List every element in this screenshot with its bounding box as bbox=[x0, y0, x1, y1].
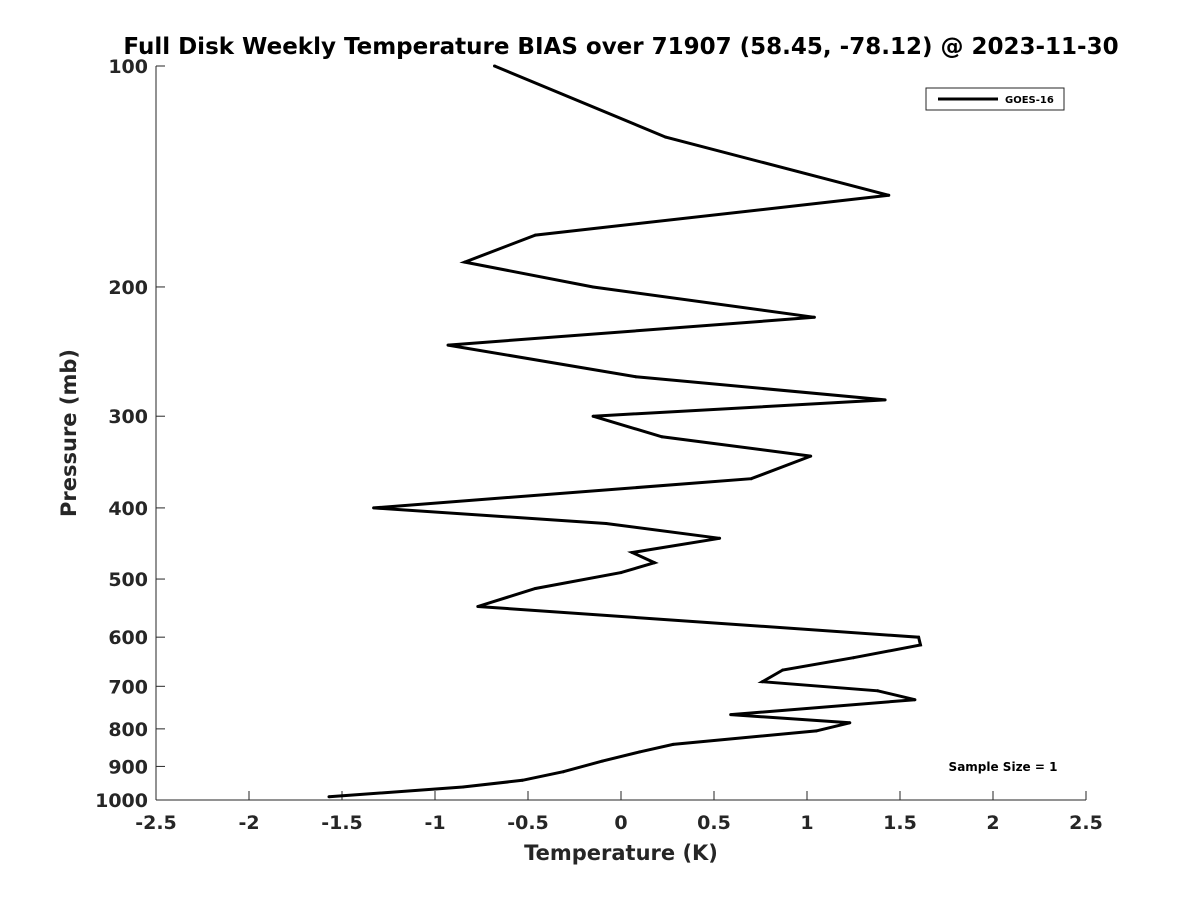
data-point bbox=[729, 713, 733, 717]
data-point bbox=[372, 506, 376, 510]
data-point bbox=[671, 742, 675, 746]
data-point bbox=[809, 454, 813, 458]
data-point bbox=[461, 785, 465, 789]
data-point bbox=[604, 522, 608, 525]
y-tick-label: 100 bbox=[108, 56, 148, 78]
data-point bbox=[781, 668, 785, 672]
data-point bbox=[619, 571, 623, 575]
data-point bbox=[812, 315, 816, 319]
x-tick-label: 0.5 bbox=[697, 812, 731, 834]
legend: GOES-16 bbox=[925, 87, 1065, 111]
y-tick-label: 1000 bbox=[95, 790, 148, 812]
legend-entry-goes-16: GOES-16 bbox=[1005, 95, 1054, 106]
data-point bbox=[638, 750, 642, 754]
x-axis-label: Temperature (K) bbox=[524, 841, 718, 865]
data-point bbox=[630, 551, 634, 554]
data-point bbox=[476, 605, 480, 608]
data-point bbox=[653, 561, 656, 565]
data-point bbox=[660, 435, 664, 439]
y-tick-label: 500 bbox=[108, 569, 148, 591]
x-tick-label: 0 bbox=[614, 812, 627, 834]
chart-title: Full Disk Weekly Temperature BIAS over 7… bbox=[123, 34, 1118, 60]
data-point bbox=[919, 643, 922, 647]
data-point bbox=[887, 193, 891, 197]
series-points bbox=[327, 64, 922, 799]
x-tick-label: -2.5 bbox=[135, 812, 177, 834]
x-tick-label: -1.5 bbox=[321, 812, 363, 834]
data-point bbox=[600, 759, 604, 763]
sample-size-annotation: Sample Size = 1 bbox=[949, 760, 1058, 774]
y-axis-label: Pressure (mb) bbox=[57, 349, 81, 517]
data-point bbox=[463, 260, 467, 264]
y-tick-label: 300 bbox=[108, 406, 148, 428]
data-point bbox=[883, 398, 887, 402]
y-tick-label: 700 bbox=[108, 676, 148, 698]
data-point bbox=[848, 721, 852, 725]
data-point bbox=[664, 135, 668, 139]
data-point bbox=[634, 375, 638, 379]
data-point bbox=[493, 64, 496, 68]
data-point bbox=[591, 414, 595, 418]
data-point bbox=[718, 536, 722, 540]
data-point bbox=[917, 635, 921, 639]
x-tick-label: 1 bbox=[800, 812, 813, 834]
data-point bbox=[749, 477, 753, 481]
data-point bbox=[520, 778, 524, 782]
data-point bbox=[760, 680, 764, 684]
x-ticks: -2.5 -2 -1.5 -1 -0.5 0 0.5 1 1.5 2 2.5 bbox=[135, 791, 1103, 834]
x-tick-label: 2.5 bbox=[1069, 812, 1103, 834]
data-point bbox=[561, 770, 565, 774]
y-tick-label: 600 bbox=[108, 627, 148, 649]
data-point bbox=[913, 698, 917, 702]
x-tick-label: -0.5 bbox=[507, 812, 549, 834]
data-point bbox=[533, 233, 537, 237]
data-point bbox=[876, 689, 880, 693]
x-tick-label: 1.5 bbox=[883, 812, 917, 834]
y-tick-label: 200 bbox=[108, 277, 148, 299]
data-point bbox=[533, 587, 537, 590]
x-tick-label: -1 bbox=[424, 812, 445, 834]
y-ticks: 100 200 300 400 500 600 700 800 900 1000 bbox=[95, 56, 165, 812]
x-tick-label: 2 bbox=[986, 812, 999, 834]
y-tick-label: 400 bbox=[108, 498, 148, 520]
data-point bbox=[591, 285, 595, 289]
y-tick-label: 800 bbox=[108, 719, 148, 741]
data-point bbox=[327, 795, 331, 799]
data-point bbox=[446, 343, 450, 347]
y-tick-label: 900 bbox=[108, 756, 148, 778]
x-tick-label: -2 bbox=[238, 812, 259, 834]
data-point bbox=[852, 656, 855, 660]
data-point bbox=[814, 729, 818, 733]
